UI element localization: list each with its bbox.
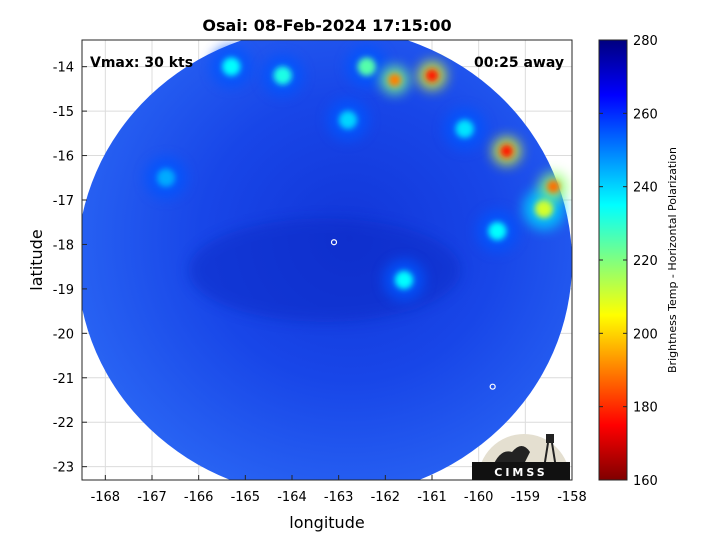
colorbar-tick-label: 260	[633, 107, 658, 122]
colorbar-tick-label: 160	[633, 474, 658, 489]
colorbar-label: Brightness Temp - Horizontal Polarizatio…	[666, 147, 679, 373]
axes-frame	[81, 39, 573, 481]
x-tick-label: -159	[511, 490, 541, 505]
feature-core	[534, 199, 554, 218]
swath-layer	[82, 40, 572, 480]
feature-core	[338, 110, 358, 130]
x-tick-label: -168	[91, 490, 121, 505]
feature-core	[156, 168, 176, 187]
colorbar-tick-label: 200	[633, 327, 658, 342]
feature-core	[394, 270, 414, 290]
x-tick-label: -167	[137, 490, 167, 505]
feature-core	[455, 119, 474, 138]
marker	[330, 239, 338, 246]
y-tick-label: -17	[53, 194, 74, 209]
feature-core	[388, 73, 401, 87]
colorbar-ticks: 280 260 240 220 200 180 160	[599, 34, 658, 489]
x-tick-label: -161	[417, 490, 447, 505]
feature-core	[547, 180, 560, 193]
x-tick-label: -164	[277, 490, 307, 505]
y-tick-label: -21	[53, 372, 74, 387]
x-axis-label: longitude	[289, 513, 364, 532]
colorbar-tick-label: 220	[633, 254, 658, 269]
x-tick-label: -158	[557, 490, 587, 505]
feature-core	[425, 69, 439, 82]
y-tick-label: -16	[53, 150, 74, 165]
y-tick-label: -15	[53, 105, 74, 120]
x-tick-label: -165	[231, 490, 261, 505]
x-tick-label: -163	[324, 490, 354, 505]
x-tick-label: -160	[464, 490, 494, 505]
y-tick-label: -19	[53, 283, 74, 298]
marker	[489, 383, 496, 390]
colorbar-tick-label: 280	[633, 34, 658, 49]
cimss-logo: CIMSS	[472, 434, 570, 480]
feature-core	[488, 222, 507, 241]
feature-core	[357, 57, 376, 76]
axis-ticks: -168 -167 -166 -165 -164 -163 -162 -161 -160 -159…	[53, 61, 587, 505]
colorbar	[598, 39, 628, 481]
y-tick-label: -23	[53, 461, 74, 476]
y-axis-label: latitude	[27, 229, 46, 290]
y-tick-label: -18	[53, 238, 74, 253]
colorbar-tick-label: 240	[633, 181, 658, 196]
logo-text: CIMSS	[494, 466, 547, 479]
y-tick-label: -20	[53, 327, 74, 342]
x-tick-label: -162	[371, 490, 401, 505]
colorbar-tick-label: 180	[633, 401, 658, 416]
y-tick-label: -22	[53, 416, 74, 431]
vmax-annotation: Vmax: 30 kts	[90, 55, 193, 71]
feature-core	[500, 144, 513, 158]
chart-title: Osai: 08-Feb-2024 17:15:00	[202, 16, 451, 35]
y-tick-label: -14	[53, 61, 74, 76]
x-tick-label: -166	[184, 490, 214, 505]
time-away-annotation: 00:25 away	[474, 55, 564, 71]
feature-core	[273, 66, 292, 85]
feature-core	[222, 57, 241, 76]
